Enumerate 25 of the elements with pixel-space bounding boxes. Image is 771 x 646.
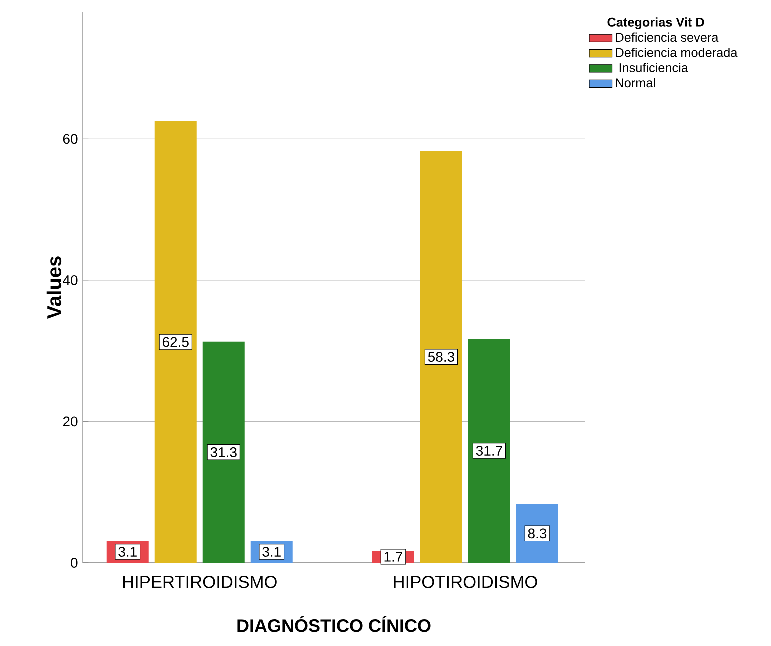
bar xyxy=(420,151,462,563)
data-label: 31.3 xyxy=(210,447,237,458)
legend-label: Deficiencia severa xyxy=(616,32,719,42)
data-label: 1.7 xyxy=(384,552,402,562)
bar xyxy=(154,121,197,563)
data-label: 58.3 xyxy=(428,352,454,362)
y-axis-title: Values xyxy=(46,256,62,320)
y-tick-label: 60 xyxy=(63,134,78,144)
legend-label: Normal xyxy=(616,78,656,88)
y-tick-label: 0 xyxy=(71,558,78,568)
x-axis-title: DIAGNÓSTICO CÍNICO xyxy=(238,616,431,632)
legend-title: Categorias Vit D xyxy=(608,18,704,30)
legend-label: Insuficiencia xyxy=(620,63,688,72)
x-tick-label: HIPOTIROIDISMO xyxy=(394,576,538,588)
bar xyxy=(202,342,245,563)
data-label: 31.7 xyxy=(476,446,502,456)
data-label: 8.3 xyxy=(528,528,547,539)
data-label: 3.1 xyxy=(262,547,281,558)
bar xyxy=(468,339,510,563)
x-tick-label: HIPERTIROIDISMO xyxy=(123,576,277,588)
data-label: 62.5 xyxy=(162,337,189,348)
y-tick-label: 40 xyxy=(63,275,78,286)
data-label: 3.1 xyxy=(118,547,137,558)
legend-label: Deficiencia moderada xyxy=(616,48,738,58)
y-tick-label: 20 xyxy=(63,416,78,427)
